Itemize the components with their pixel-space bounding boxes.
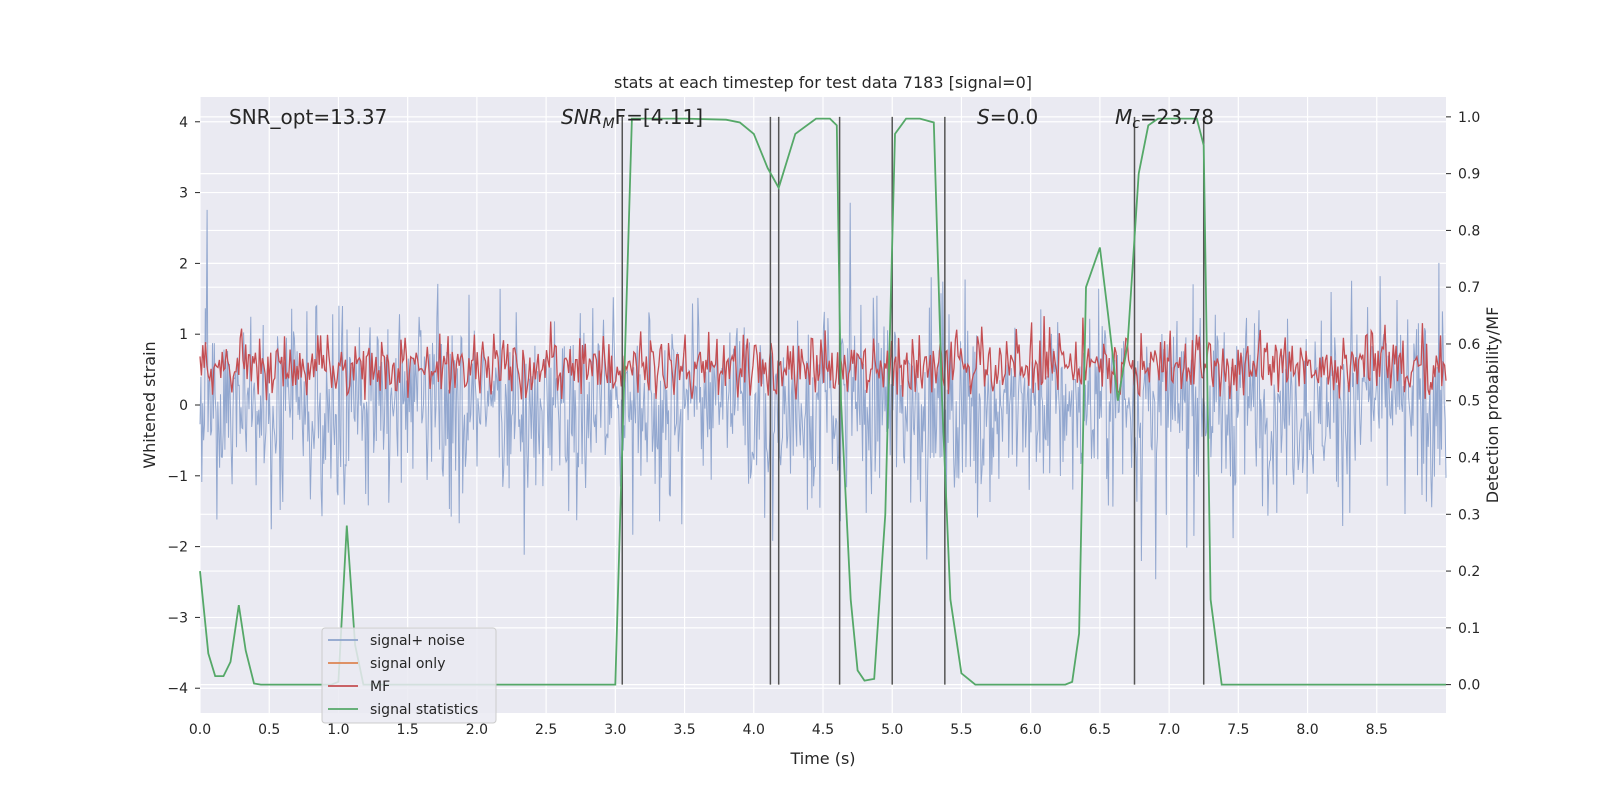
y-tick-label-left: 4 — [179, 115, 188, 131]
annotations: SNR_opt=13.37 SNRMF=[4.11] S=0.0 Mc=23.7… — [229, 105, 1214, 132]
y-tick-label-right: 0.5 — [1458, 394, 1480, 410]
series-signal-noise-line — [199, 202, 1447, 580]
snr-opt-annotation: SNR_opt=13.37 — [229, 105, 387, 129]
x-tick-label: 4.5 — [812, 722, 834, 738]
y-tick-label-left: −1 — [167, 469, 188, 485]
series-mf-line — [199, 316, 1447, 401]
legend: signal+ noise signal only MF signal stat… — [321, 627, 497, 724]
x-tick-label: 7.0 — [1158, 722, 1180, 738]
s-symbol: S — [977, 105, 990, 129]
legend-label-signal-statistics: signal statistics — [370, 702, 478, 718]
x-tick-label: 6.5 — [1089, 722, 1111, 738]
s-value: =0.0 — [990, 105, 1039, 129]
legend-label-signal-noise: signal+ noise — [370, 633, 465, 649]
y-axis-label-left: Whitened strain — [140, 341, 159, 468]
x-axis-label: Time (s) — [789, 749, 855, 768]
snr-mf-symbol: SNR — [561, 105, 603, 129]
y-tick-label-left: −2 — [167, 540, 188, 556]
y-axis-label-right: Detection probability/MF — [1483, 307, 1502, 504]
x-tick-label: 7.5 — [1227, 722, 1249, 738]
x-tick-label: 3.0 — [604, 722, 626, 738]
x-tick-label: 8.5 — [1366, 722, 1388, 738]
ticks: 0.0 0.5 1.0 1.5 2.0 2.5 3.0 3.5 4.0 4.5 5.0 5.5 6.0 6… — [167, 110, 1480, 738]
snr-mf-annotation: SNRMF=[4.11] — [561, 105, 703, 132]
mc-symbol: M — [1115, 105, 1132, 129]
s-annotation: S=0.0 — [977, 105, 1038, 129]
y-tick-label-left: −4 — [167, 681, 188, 697]
mc-value: =23.78 — [1140, 105, 1214, 129]
y-tick-label-left: 3 — [179, 186, 188, 202]
y-tick-label-right: 0.4 — [1458, 451, 1480, 467]
x-tick-label: 2.5 — [535, 722, 557, 738]
y-tick-label-right: 0.1 — [1458, 621, 1480, 637]
x-tick-label: 5.0 — [881, 722, 903, 738]
x-tick-label: 1.5 — [397, 722, 419, 738]
plot-area — [199, 116, 1447, 686]
x-tick-label: 1.0 — [327, 722, 349, 738]
y-tick-label-left: 2 — [179, 256, 188, 272]
x-tick-label: 6.0 — [1020, 722, 1042, 738]
x-tick-label: 3.5 — [673, 722, 695, 738]
x-tick-label: 5.5 — [950, 722, 972, 738]
y-tick-label-right: 0.3 — [1458, 507, 1480, 523]
y-tick-label-right: 1.0 — [1458, 110, 1480, 126]
snr-mf-value: F=[4.11] — [615, 105, 703, 129]
y-tick-label-left: 1 — [179, 327, 188, 343]
y-tick-label-right: 0.6 — [1458, 337, 1480, 353]
chart-title: stats at each timestep for test data 718… — [614, 73, 1032, 92]
x-tick-label: 4.0 — [743, 722, 765, 738]
x-tick-label: 2.0 — [466, 722, 488, 738]
legend-label-signal-only: signal only — [370, 656, 445, 672]
y-tick-label-right: 0.9 — [1458, 167, 1480, 183]
x-tick-label: 8.0 — [1296, 722, 1318, 738]
x-tick-label: 0.5 — [258, 722, 280, 738]
legend-label-mf: MF — [370, 679, 390, 695]
y-tick-label-right: 0.7 — [1458, 280, 1480, 296]
mc-subscript: c — [1132, 116, 1140, 132]
y-tick-label-right: 0.0 — [1458, 678, 1480, 694]
snr-mf-subscript: M — [603, 116, 615, 132]
x-tick-label: 0.0 — [189, 722, 211, 738]
legend-box — [321, 627, 497, 724]
y-tick-label-left: −3 — [167, 610, 188, 626]
y-tick-label-right: 0.2 — [1458, 564, 1480, 580]
mc-annotation: Mc=23.78 — [1115, 105, 1214, 132]
y-tick-label-left: 0 — [179, 398, 188, 414]
y-tick-label-right: 0.8 — [1458, 223, 1480, 239]
